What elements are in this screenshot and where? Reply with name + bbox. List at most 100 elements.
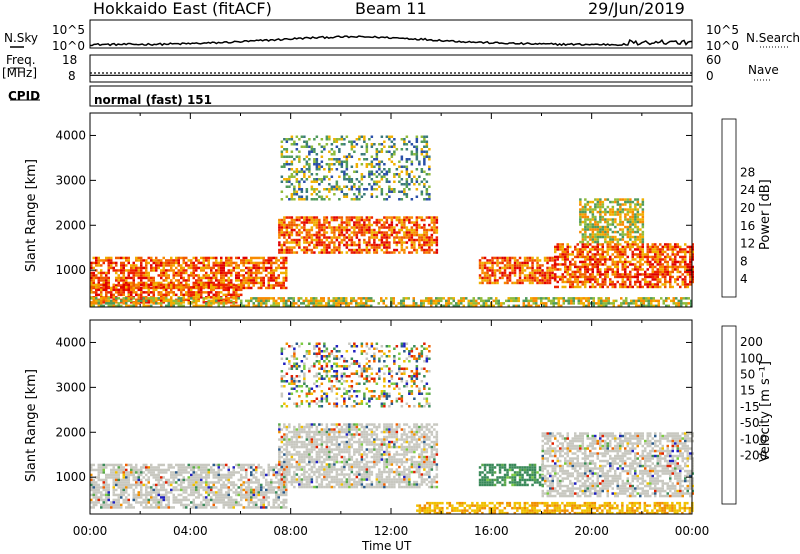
heatmap-cell xyxy=(162,261,165,265)
heatmap-cell xyxy=(192,297,195,300)
heatmap-cell xyxy=(90,304,93,308)
heatmap-cell xyxy=(666,253,669,256)
heatmap-cell xyxy=(383,231,386,234)
heatmap-cell xyxy=(619,275,622,279)
heatmap-cell xyxy=(428,236,431,239)
heatmap-cell xyxy=(483,261,487,265)
heatmap-cell xyxy=(388,158,391,161)
heatmap-cell xyxy=(212,463,215,467)
heatmap-cell xyxy=(177,468,180,472)
heatmap-cell xyxy=(305,198,309,201)
heatmap-cell xyxy=(330,148,334,151)
heatmap-cell xyxy=(145,264,148,267)
heatmap-cell xyxy=(415,238,419,242)
heatmap-cell xyxy=(393,145,396,148)
heatmap-cell xyxy=(285,228,289,232)
heatmap-cell xyxy=(636,235,640,239)
heatmap-cell xyxy=(535,297,538,300)
heatmap-cell xyxy=(280,233,284,237)
heatmap-cell xyxy=(378,143,381,146)
heatmap-cell xyxy=(95,259,98,262)
heatmap-cell xyxy=(599,235,602,239)
heatmap-cell xyxy=(601,255,604,259)
heatmap-cell xyxy=(626,225,630,229)
heatmap-cell xyxy=(370,165,374,168)
heatmap-cell xyxy=(360,304,363,308)
heatmap-cell xyxy=(333,241,336,244)
heatmap-cell xyxy=(182,503,185,507)
heatmap-cell xyxy=(280,140,284,143)
heatmap-cell xyxy=(200,304,203,308)
heatmap-cell xyxy=(102,261,105,265)
heatmap-cell xyxy=(546,261,549,265)
heatmap-cell xyxy=(591,238,595,241)
heatmap-cell xyxy=(172,498,175,502)
heatmap-cell xyxy=(328,168,331,171)
heatmap-cell xyxy=(619,285,622,289)
heatmap-cell xyxy=(586,223,590,226)
heatmap-cell xyxy=(145,496,148,499)
heatmap-cell xyxy=(330,185,334,188)
heatmap-cell xyxy=(606,218,610,221)
heatmap-cell xyxy=(165,471,168,474)
heatmap-cell xyxy=(559,253,562,256)
heatmap-cell xyxy=(413,221,416,224)
heatmap-cell xyxy=(328,241,331,244)
heatmap-cell xyxy=(282,299,285,303)
heatmap-cell xyxy=(222,266,225,270)
heatmap-cell xyxy=(120,266,123,270)
heatmap-cell xyxy=(656,280,659,284)
heatmap-cell xyxy=(303,238,306,242)
heatmap-cell xyxy=(122,283,125,287)
heatmap-cell xyxy=(275,261,278,265)
heatmap-cell xyxy=(167,501,170,504)
heatmap-cell xyxy=(430,233,434,237)
heatmap-cell xyxy=(345,158,349,161)
heatmap-cell xyxy=(641,245,644,249)
heatmap-cell xyxy=(220,256,223,260)
heatmap-cell xyxy=(100,471,103,474)
heatmap-cell xyxy=(368,226,371,229)
heatmap-cell xyxy=(690,304,693,308)
heatmap-cell xyxy=(338,158,341,161)
heatmap-cell xyxy=(345,165,349,168)
heatmap-cell xyxy=(175,279,178,282)
heatmap-cell xyxy=(175,481,178,484)
heatmap-cell xyxy=(350,178,354,181)
heatmap-cell xyxy=(482,304,485,308)
heatmap-cell xyxy=(152,471,155,474)
heatmap-cell xyxy=(207,256,210,260)
heatmap-cell xyxy=(400,221,404,224)
heatmap-cell xyxy=(518,279,522,282)
heatmap-cell xyxy=(338,160,341,163)
heatmap-cell xyxy=(195,264,198,267)
heatmap-cell xyxy=(167,291,170,294)
heatmap-cell xyxy=(337,297,340,300)
heatmap-cell xyxy=(125,498,128,502)
heatmap-cell xyxy=(402,297,405,300)
heatmap-cell xyxy=(679,263,682,266)
heatmap-cell xyxy=(145,274,148,277)
heatmap-cell xyxy=(293,241,296,244)
heatmap-cell xyxy=(298,243,301,247)
heatmap-cell xyxy=(481,269,484,272)
heatmap-cell xyxy=(626,228,630,231)
heatmap-cell xyxy=(192,274,195,277)
heatmap-cell xyxy=(142,498,145,502)
heatmap-cell xyxy=(378,180,381,183)
heatmap-cell xyxy=(165,291,168,294)
heatmap-cell xyxy=(212,276,215,280)
heatmap-cell xyxy=(350,238,354,242)
heatmap-cell xyxy=(200,256,203,260)
heatmap-cell xyxy=(280,153,284,156)
heatmap-cell xyxy=(100,259,103,262)
heatmap-cell xyxy=(250,259,253,262)
heatmap-cell xyxy=(205,266,208,270)
heatmap-cell xyxy=(616,203,620,206)
velocity-heatmap xyxy=(90,342,694,515)
heatmap-cell xyxy=(97,488,100,492)
heatmap-cell xyxy=(318,236,321,239)
heatmap-cell xyxy=(180,264,183,267)
heatmap-cell xyxy=(110,261,113,265)
heatmap-cell xyxy=(172,259,175,262)
